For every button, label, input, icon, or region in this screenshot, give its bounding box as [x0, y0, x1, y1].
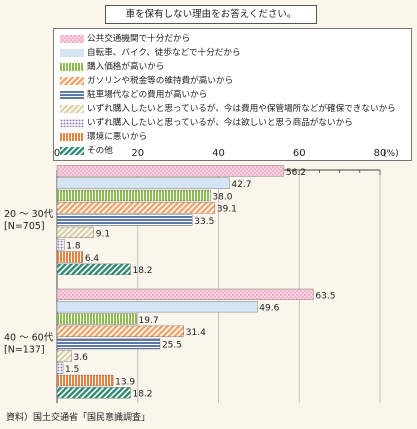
legend-swatch — [60, 90, 84, 99]
bar — [56, 301, 258, 313]
legend-item: ガソリンや税金等の維持費が高いから — [60, 75, 233, 87]
legend-swatch — [60, 76, 84, 85]
group-label: 20 ～ 30代 — [4, 209, 54, 220]
question-title: 車を保有しない理由をお答えください。 — [105, 5, 317, 24]
legend-swatch — [60, 118, 84, 127]
legend-label: 自転車、バイク、徒歩などで十分だから — [87, 48, 241, 58]
bar-value-label: 3.6 — [74, 353, 89, 363]
bar — [56, 239, 65, 251]
bar-value-label: 39.1 — [217, 205, 237, 215]
legend-label: いずれ購入したいと思っているが、今は欲しいと思う商品がないから — [87, 118, 353, 128]
bar — [56, 177, 230, 189]
bar — [56, 202, 216, 214]
bar-value-label: 18.2 — [132, 390, 152, 400]
group-label: [N=137] — [4, 344, 45, 355]
bar — [56, 350, 72, 362]
unit-label: (%) — [383, 149, 399, 159]
bar — [56, 165, 285, 177]
bar-value-label: 33.5 — [194, 217, 214, 227]
bar-value-label: 38.0 — [212, 192, 232, 202]
bar-value-label: 25.5 — [162, 341, 182, 351]
legend-label: 環境に悪いから — [87, 132, 148, 142]
legend-item: 環境に悪いから — [60, 131, 147, 143]
bar — [56, 338, 161, 350]
bar — [56, 387, 131, 399]
group-label: 40 ～ 60代 — [4, 332, 54, 343]
bar — [56, 189, 211, 202]
group-label: [N=705] — [4, 221, 45, 232]
x-tick-label: 60 — [293, 148, 306, 159]
source-note: 資料）国土交通省「国民意識調査」 — [6, 413, 151, 423]
legend-swatch — [60, 146, 84, 155]
legend-swatch — [60, 104, 84, 113]
legend-item: 公共交通機関で十分だから — [60, 33, 190, 45]
legend-item: 自転車、バイク、徒歩などで十分だから — [60, 47, 241, 59]
legend-label: 購入価格が高いから — [87, 62, 165, 72]
bar — [56, 214, 193, 226]
legend-swatch — [60, 132, 84, 141]
bar — [56, 288, 314, 301]
bar-value-label: 31.4 — [186, 328, 206, 338]
bar-value-label: 42.7 — [231, 180, 251, 190]
x-tick-label: 40 — [212, 148, 225, 159]
bar — [56, 362, 64, 374]
legend: 公共交通機関で十分だから自転車、バイク、徒歩などで十分だから 購入価格が高いからガ… — [53, 28, 412, 161]
legend-item: いずれ購入したいと思っているが、今は費用や保管場所などが確保できないから — [60, 103, 396, 115]
bar-value-label: 1.5 — [65, 365, 79, 375]
bar — [56, 263, 131, 275]
bar — [56, 226, 94, 239]
bar — [56, 374, 114, 387]
bar — [56, 251, 84, 263]
legend-label: ガソリンや税金等の維持費が高いから — [87, 76, 234, 86]
bar-value-label: 49.6 — [259, 304, 279, 314]
legend-label: 公共交通機関で十分だから — [87, 34, 191, 44]
bar-value-label: 18.2 — [132, 266, 152, 276]
bar-value-label: 63.5 — [315, 291, 335, 301]
legend-swatch — [60, 34, 84, 43]
legend-item: 購入価格が高いから — [60, 61, 164, 73]
x-tick-label: 80 — [374, 148, 387, 159]
x-tick-label: 20 — [131, 148, 144, 159]
bar — [56, 325, 184, 337]
legend-item: 駐車場代などの費用が高いから — [60, 89, 207, 101]
bar-value-label: 56.2 — [286, 168, 306, 178]
legend-label: 駐車場代などの費用が高いから — [87, 90, 208, 100]
legend-item: いずれ購入したいと思っているが、今は欲しいと思う商品がないから — [60, 117, 353, 129]
legend-swatch — [60, 62, 84, 71]
legend-item: その他 — [60, 145, 113, 157]
bar-value-label: 9.1 — [96, 229, 110, 239]
legend-label: いずれ購入したいと思っているが、今は費用や保管場所などが確保できないから — [87, 104, 396, 114]
legend-swatch — [60, 48, 84, 57]
bar-value-label: 1.8 — [66, 242, 81, 252]
bar — [56, 313, 137, 325]
x-tick-label: 0 — [54, 148, 60, 159]
bar-value-label: 19.7 — [139, 316, 159, 326]
bar-value-label: 13.9 — [115, 377, 135, 387]
legend-label: その他 — [87, 146, 113, 156]
bar-value-label: 6.4 — [85, 254, 100, 264]
